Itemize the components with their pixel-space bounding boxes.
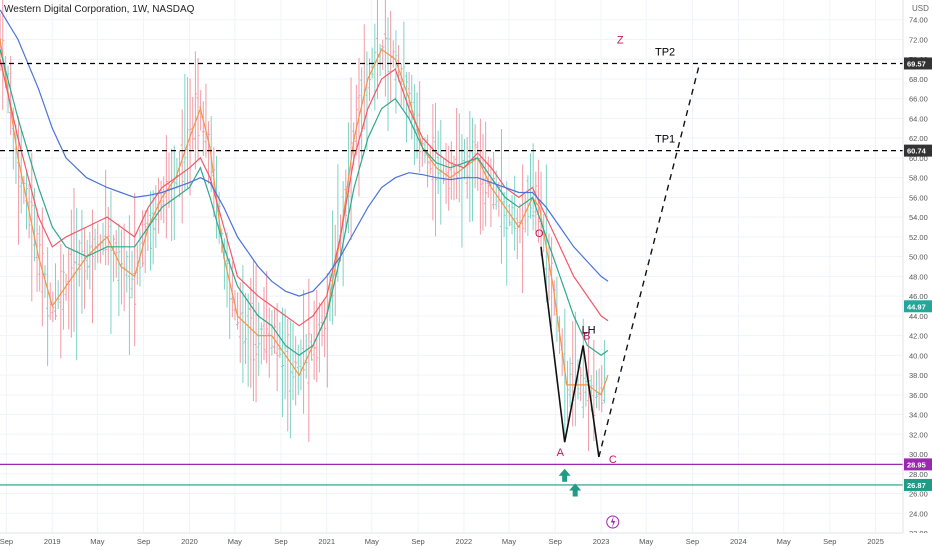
time-axis-background bbox=[0, 533, 932, 550]
price-tick-label: 48.00 bbox=[909, 272, 928, 281]
time-tick-label: 2024 bbox=[730, 537, 747, 546]
price-tick-label: 56.00 bbox=[909, 193, 928, 202]
time-tick-label: May bbox=[639, 537, 653, 546]
time-tick-label: May bbox=[777, 537, 791, 546]
time-tick-label: Sep bbox=[274, 537, 287, 546]
price-tick-label: 36.00 bbox=[909, 391, 928, 400]
time-tick-label: Sep bbox=[0, 537, 13, 546]
axis-background bbox=[903, 0, 932, 550]
price-tick-label: 40.00 bbox=[909, 351, 928, 360]
time-tick-label: 2020 bbox=[181, 537, 198, 546]
wave-label: O bbox=[535, 228, 544, 240]
moving-average-line-2 bbox=[0, 59, 609, 327]
price-badge-label: 60.74 bbox=[907, 147, 927, 156]
price-bars bbox=[0, 0, 606, 452]
price-tick-label: 30.00 bbox=[909, 450, 928, 459]
price-badge-label: 26.87 bbox=[907, 481, 926, 490]
up-arrow-icon bbox=[569, 483, 582, 497]
chart-grid bbox=[0, 0, 903, 534]
time-tick-label: May bbox=[228, 537, 242, 546]
price-tick-label: 34.00 bbox=[909, 411, 928, 420]
flash-icon bbox=[606, 515, 620, 529]
annotation-label: Z bbox=[617, 34, 624, 46]
annotation-label: LH bbox=[582, 325, 596, 337]
time-tick-label: May bbox=[365, 537, 379, 546]
price-badge-label: 69.57 bbox=[907, 59, 926, 68]
time-tick-label: Sep bbox=[823, 537, 836, 546]
moving-average-line-4 bbox=[0, 9, 609, 297]
chart-title: Western Digital Corporation, 1W, NASDAQ bbox=[4, 4, 195, 15]
price-tick-label: 50.00 bbox=[909, 253, 928, 262]
price-badge-label: 28.95 bbox=[907, 460, 926, 469]
projection-line bbox=[598, 63, 701, 458]
wave-label: C bbox=[609, 454, 617, 466]
level-label: TP2 bbox=[655, 46, 675, 58]
up-arrow-icon bbox=[558, 468, 571, 482]
price-tick-label: 74.00 bbox=[909, 16, 928, 25]
flash-bolt-icon bbox=[610, 516, 616, 528]
time-tick-label: Sep bbox=[549, 537, 562, 546]
currency-label: USD bbox=[912, 4, 929, 13]
horizontal-levels: TP2 TP1 bbox=[0, 46, 903, 486]
price-badge bbox=[904, 300, 932, 313]
price-tick-label: 72.00 bbox=[909, 35, 928, 44]
time-tick-label: May bbox=[502, 537, 516, 546]
price-tick-label: 62.00 bbox=[909, 134, 928, 143]
time-tick-label: May bbox=[90, 537, 104, 546]
price-tick-label: 32.00 bbox=[909, 430, 928, 439]
wave-label: B bbox=[583, 330, 590, 342]
price-tick-label: 46.00 bbox=[909, 292, 928, 301]
wave-label: A bbox=[557, 447, 565, 459]
price-tick-label: 66.00 bbox=[909, 95, 928, 104]
price-tick-label: 28.00 bbox=[909, 470, 928, 479]
time-tick-label: 2022 bbox=[456, 537, 473, 546]
time-tick-label: Sep bbox=[137, 537, 150, 546]
time-tick-label: 2019 bbox=[44, 537, 61, 546]
price-badge bbox=[904, 144, 932, 157]
price-tick-label: 24.00 bbox=[909, 509, 928, 518]
price-tick-label: 58.00 bbox=[909, 174, 928, 183]
price-badge bbox=[904, 458, 932, 471]
moving-average-line-3 bbox=[0, 49, 609, 357]
price-tick-label: 44.00 bbox=[909, 312, 928, 321]
time-axis: Sep 2019 May Sep 2020 May Sep 2021 May Sep 2022 May… bbox=[0, 532, 932, 550]
time-tick-label: Sep bbox=[686, 537, 699, 546]
price-tick-label: 52.00 bbox=[909, 233, 928, 242]
price-tick-label: 42.00 bbox=[909, 332, 928, 341]
time-tick-label: Sep bbox=[411, 537, 424, 546]
price-tick-label: 54.00 bbox=[909, 213, 928, 222]
time-tick-label: 2025 bbox=[867, 537, 884, 546]
price-tick-label: 26.00 bbox=[909, 490, 928, 499]
price-badge-label: 44.97 bbox=[907, 302, 926, 311]
wave-path bbox=[540, 246, 600, 458]
time-tick-label: 2021 bbox=[318, 537, 335, 546]
wave-annotations: O A B C LH Z bbox=[535, 34, 701, 529]
price-tick-label: 38.00 bbox=[909, 371, 928, 380]
price-badge bbox=[904, 57, 932, 70]
level-label: TP1 bbox=[655, 134, 675, 146]
time-tick-label: 2023 bbox=[593, 537, 610, 546]
price-tick-label: 64.00 bbox=[909, 114, 928, 123]
price-badge bbox=[904, 478, 932, 491]
price-tick-label: 68.00 bbox=[909, 75, 928, 84]
moving-averages bbox=[0, 9, 609, 396]
price-axis: 22.0024.0026.0028.0030.0032.0034.0036.00… bbox=[902, 0, 932, 550]
price-tick-label: 60.00 bbox=[909, 154, 928, 163]
